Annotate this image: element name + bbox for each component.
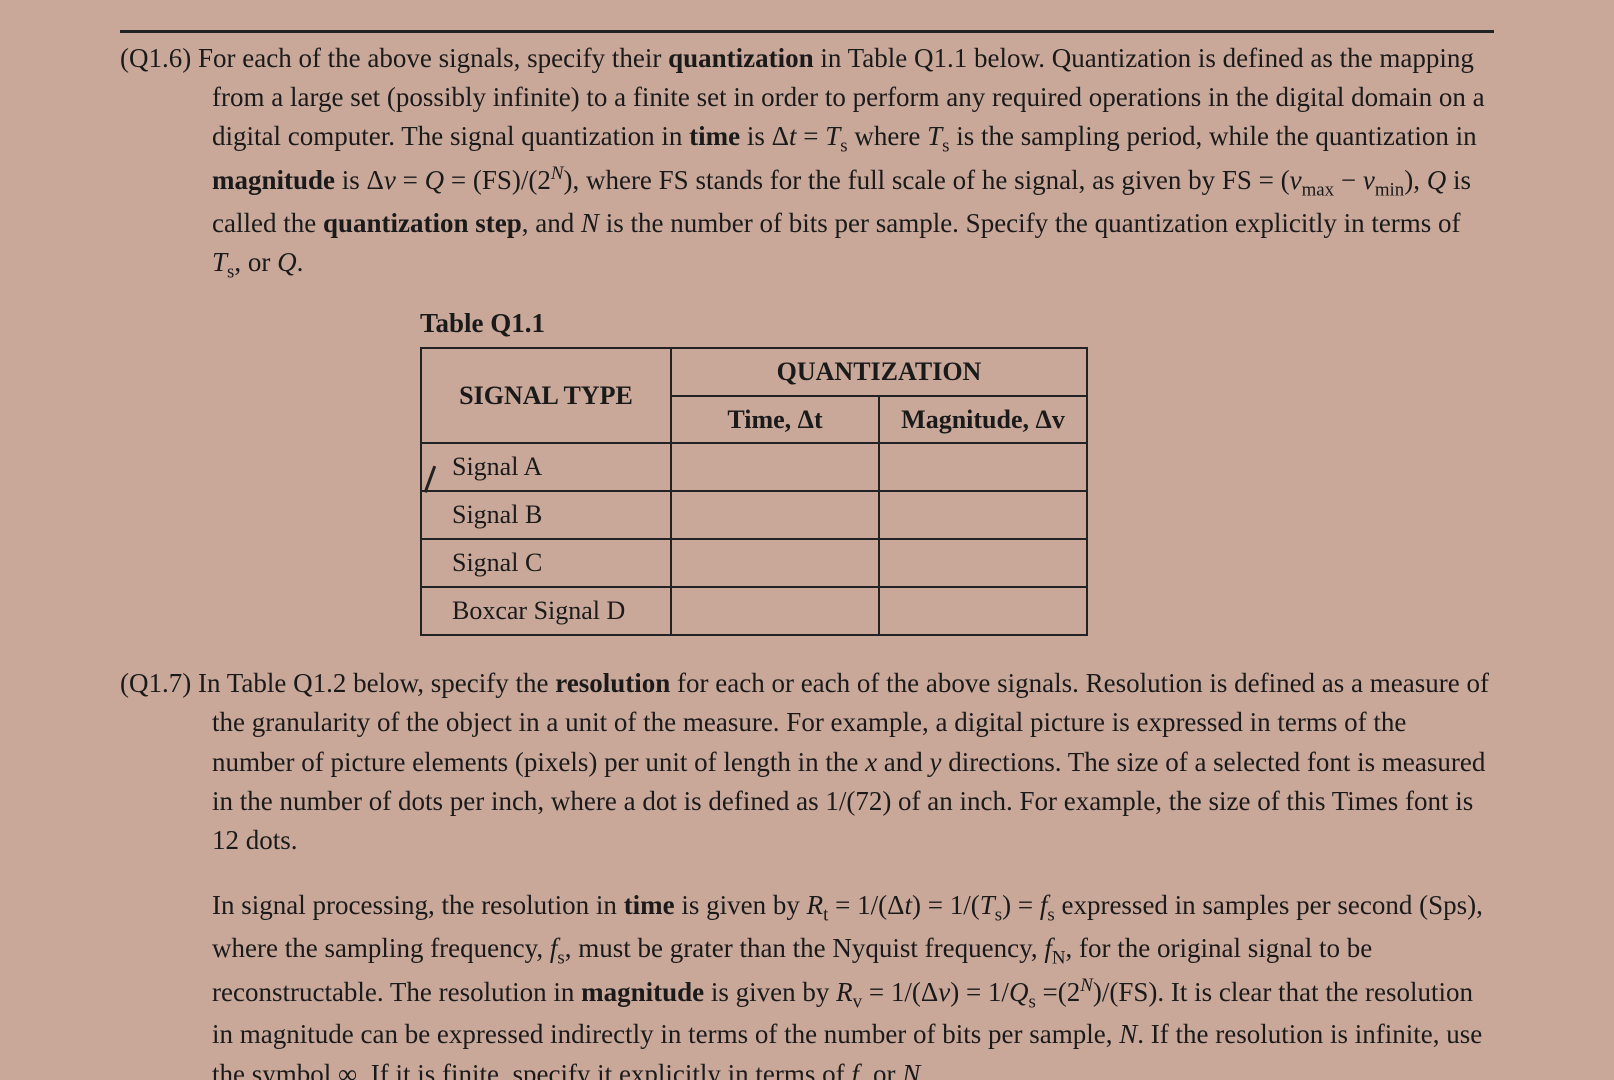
- row-boxcar-d: Boxcar Signal D: [421, 587, 671, 635]
- table-q1-1-caption: Table Q1.1: [420, 304, 1494, 343]
- cell-empty: [879, 539, 1087, 587]
- cell-empty: [879, 587, 1087, 635]
- table-row: Signal A: [421, 443, 1087, 491]
- cell-empty: [671, 491, 879, 539]
- table-row: Signal C: [421, 539, 1087, 587]
- cell-empty: [671, 539, 879, 587]
- cell-empty: [879, 443, 1087, 491]
- row-signal-b: Signal B: [421, 491, 671, 539]
- table-q1-1: SIGNAL TYPE QUANTIZATION Time, Δt Magnit…: [420, 347, 1088, 636]
- q1-7-para2: In signal processing, the resolution in …: [120, 886, 1494, 1080]
- row-signal-a: Signal A: [421, 443, 671, 491]
- q1-7-number: (Q1.7): [120, 668, 191, 698]
- cell-empty: [671, 443, 879, 491]
- col-time: Time, Δt: [671, 396, 879, 444]
- document-page: (Q1.6) For each of the above signals, sp…: [0, 0, 1614, 1080]
- table-header-row-1: SIGNAL TYPE QUANTIZATION: [421, 348, 1087, 396]
- table-row: Boxcar Signal D: [421, 587, 1087, 635]
- question-q1-7: (Q1.7) In Table Q1.2 below, specify the …: [120, 664, 1494, 1080]
- q1-6-text: (Q1.6) For each of the above signals, sp…: [120, 39, 1494, 286]
- col-quantization: QUANTIZATION: [671, 348, 1087, 396]
- q1-6-number: (Q1.6): [120, 43, 191, 73]
- cell-empty: [879, 491, 1087, 539]
- cell-empty: [671, 587, 879, 635]
- table-row: Signal B: [421, 491, 1087, 539]
- col-magnitude: Magnitude, Δv: [879, 396, 1087, 444]
- q1-7-para1: (Q1.7) In Table Q1.2 below, specify the …: [120, 664, 1494, 860]
- col-signal-type: SIGNAL TYPE: [421, 348, 671, 443]
- row-signal-c: Signal C: [421, 539, 671, 587]
- question-q1-6: (Q1.6) For each of the above signals, sp…: [120, 39, 1494, 636]
- horizontal-rule: [120, 30, 1494, 33]
